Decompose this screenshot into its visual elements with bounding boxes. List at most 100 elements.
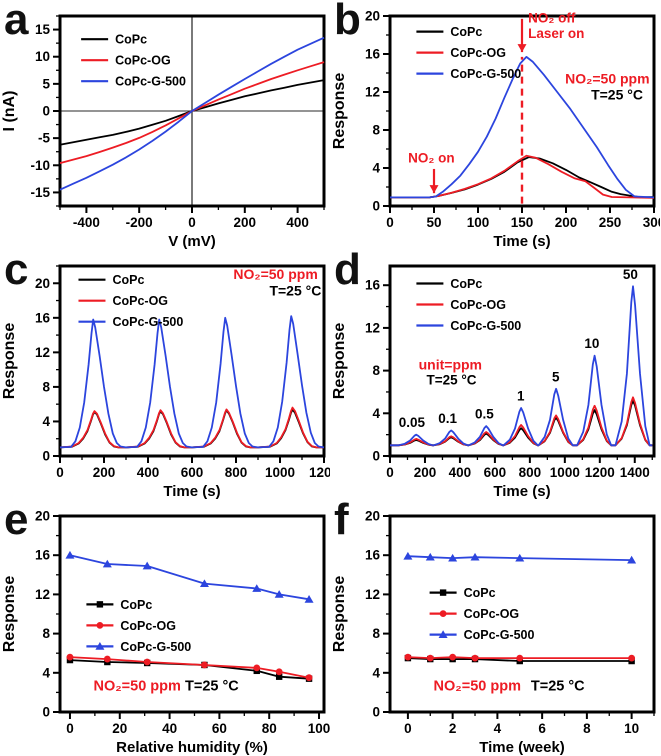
- panel-f: f 0 2 4 6 8 10 0 4 8 12 16 20 CoPc CoPc-OG CoPc-G-500 N…: [330, 500, 661, 756]
- svg-text:8: 8: [42, 626, 50, 641]
- svg-text:400: 400: [449, 465, 472, 480]
- svg-text:1: 1: [517, 388, 525, 403]
- svg-text:16: 16: [365, 278, 381, 293]
- svg-text:CoPc-OG: CoPc-OG: [112, 294, 168, 308]
- panel-b: b 0 50 100 150 200 250 300 0 4 8 12 16 20 CoPc CoPc-OG…: [330, 0, 661, 250]
- svg-text:CoPc: CoPc: [450, 277, 482, 291]
- svg-text:1200: 1200: [309, 465, 330, 480]
- svg-text:8: 8: [372, 123, 380, 138]
- panel-letter-e: e: [4, 500, 29, 544]
- svg-text:16: 16: [365, 47, 381, 62]
- svg-text:1000: 1000: [265, 465, 295, 480]
- svg-text:4: 4: [42, 414, 50, 429]
- svg-text:16: 16: [35, 548, 51, 563]
- svg-text:Response: Response: [331, 73, 348, 150]
- svg-text:10: 10: [624, 721, 639, 736]
- svg-text:600: 600: [181, 465, 204, 480]
- svg-text:CoPc: CoPc: [464, 586, 496, 600]
- svg-text:NO₂=50 ppm: NO₂=50 ppm: [434, 678, 521, 694]
- svg-text:800: 800: [519, 465, 542, 480]
- svg-text:12: 12: [35, 587, 50, 602]
- svg-text:CoPc-G-500: CoPc-G-500: [450, 319, 521, 333]
- panel-c: c 0 200 400 600 800 1000 1200 0 4 8 12 16 20 CoPc CoPc…: [0, 250, 330, 500]
- svg-text:800: 800: [225, 465, 248, 480]
- svg-text:4: 4: [42, 665, 50, 680]
- svg-text:0: 0: [386, 215, 394, 230]
- svg-text:20: 20: [365, 509, 380, 524]
- svg-text:Time (s): Time (s): [493, 483, 550, 500]
- svg-text:200: 200: [555, 215, 578, 230]
- svg-text:200: 200: [234, 215, 257, 230]
- svg-text:CoPc-G-500: CoPc-G-500: [450, 67, 521, 81]
- svg-text:100: 100: [308, 721, 330, 736]
- svg-text:20: 20: [35, 509, 50, 524]
- panel-letter-b: b: [334, 0, 361, 44]
- svg-text:0: 0: [386, 465, 394, 480]
- svg-text:0: 0: [42, 104, 50, 119]
- svg-text:40: 40: [162, 721, 177, 736]
- panel-letter-f: f: [334, 500, 349, 544]
- svg-text:0: 0: [372, 199, 380, 214]
- svg-text:CoPc-OG: CoPc-OG: [464, 607, 520, 621]
- svg-text:8: 8: [372, 626, 380, 641]
- svg-text:1400: 1400: [620, 465, 650, 480]
- svg-text:5: 5: [552, 369, 560, 384]
- svg-text:Response: Response: [331, 323, 348, 400]
- svg-text:250: 250: [599, 215, 622, 230]
- svg-text:1000: 1000: [550, 465, 580, 480]
- svg-text:0.05: 0.05: [399, 415, 426, 430]
- svg-text:-400: -400: [73, 215, 100, 230]
- svg-text:NO₂ on: NO₂ on: [408, 150, 455, 165]
- svg-text:6: 6: [538, 721, 546, 736]
- svg-text:12: 12: [365, 587, 380, 602]
- svg-text:Time (s): Time (s): [163, 483, 220, 500]
- svg-text:CoPc-G-500: CoPc-G-500: [115, 75, 186, 89]
- svg-text:T=25 °C: T=25 °C: [427, 372, 477, 387]
- svg-text:T=25 °C: T=25 °C: [185, 678, 239, 694]
- svg-text:8: 8: [42, 379, 50, 394]
- svg-text:12: 12: [365, 85, 380, 100]
- svg-text:Response: Response: [1, 323, 18, 400]
- panel-letter-a: a: [4, 0, 29, 44]
- svg-text:0: 0: [56, 465, 64, 480]
- svg-text:12: 12: [365, 320, 380, 335]
- svg-text:400: 400: [137, 465, 160, 480]
- svg-text:0.5: 0.5: [475, 407, 494, 422]
- svg-text:8: 8: [583, 721, 591, 736]
- svg-text:T=25 °C: T=25 °C: [269, 282, 321, 298]
- svg-text:15: 15: [35, 22, 51, 37]
- svg-text:0: 0: [42, 449, 50, 464]
- svg-text:150: 150: [511, 215, 534, 230]
- panel-d: d 0 200 400 600 800 1000 1200 1400 0 4 8 12 16 CoPc Co…: [330, 250, 661, 500]
- panel-letter-c: c: [4, 250, 29, 294]
- svg-text:CoPc-G-500: CoPc-G-500: [112, 315, 183, 329]
- chart-e-humidity-response: 0 20 40 60 80 100 0 4 8 12 16 20 CoPc CoPc-OG CoPc-G-5…: [1, 509, 330, 756]
- svg-text:CoPc: CoPc: [112, 273, 144, 287]
- svg-text:-5: -5: [38, 131, 50, 146]
- svg-text:10: 10: [584, 336, 599, 351]
- svg-text:50: 50: [623, 267, 638, 282]
- svg-text:CoPc-OG: CoPc-OG: [115, 54, 171, 68]
- panel-letter-d: d: [334, 250, 361, 294]
- svg-text:5: 5: [42, 76, 50, 91]
- svg-text:4: 4: [494, 721, 502, 736]
- svg-text:20: 20: [112, 721, 127, 736]
- svg-text:50: 50: [426, 215, 441, 230]
- svg-text:0: 0: [188, 215, 196, 230]
- svg-text:4: 4: [372, 406, 380, 421]
- svg-text:0.1: 0.1: [438, 411, 457, 426]
- chart-a-iv-curves: -400 -200 0 200 400 -15 -10 -5 0 5 10 15 CoPc CoPc-OG…: [1, 14, 326, 250]
- svg-text:Response: Response: [1, 576, 18, 653]
- svg-text:8: 8: [372, 363, 380, 378]
- svg-text:2: 2: [449, 721, 457, 736]
- svg-text:I (nA): I (nA): [1, 91, 18, 132]
- svg-text:0: 0: [372, 705, 380, 720]
- svg-text:CoPc: CoPc: [120, 598, 152, 612]
- svg-text:Response: Response: [331, 576, 348, 653]
- svg-text:NO₂=50 ppm: NO₂=50 ppm: [93, 678, 180, 694]
- svg-text:0: 0: [404, 721, 412, 736]
- svg-text:T=25 °C: T=25 °C: [531, 678, 585, 694]
- svg-text:V (mV): V (mV): [168, 233, 216, 250]
- chart-c-cyclic-response: 0 200 400 600 800 1000 1200 0 4 8 12 16 20 CoPc CoPc-O…: [1, 264, 330, 500]
